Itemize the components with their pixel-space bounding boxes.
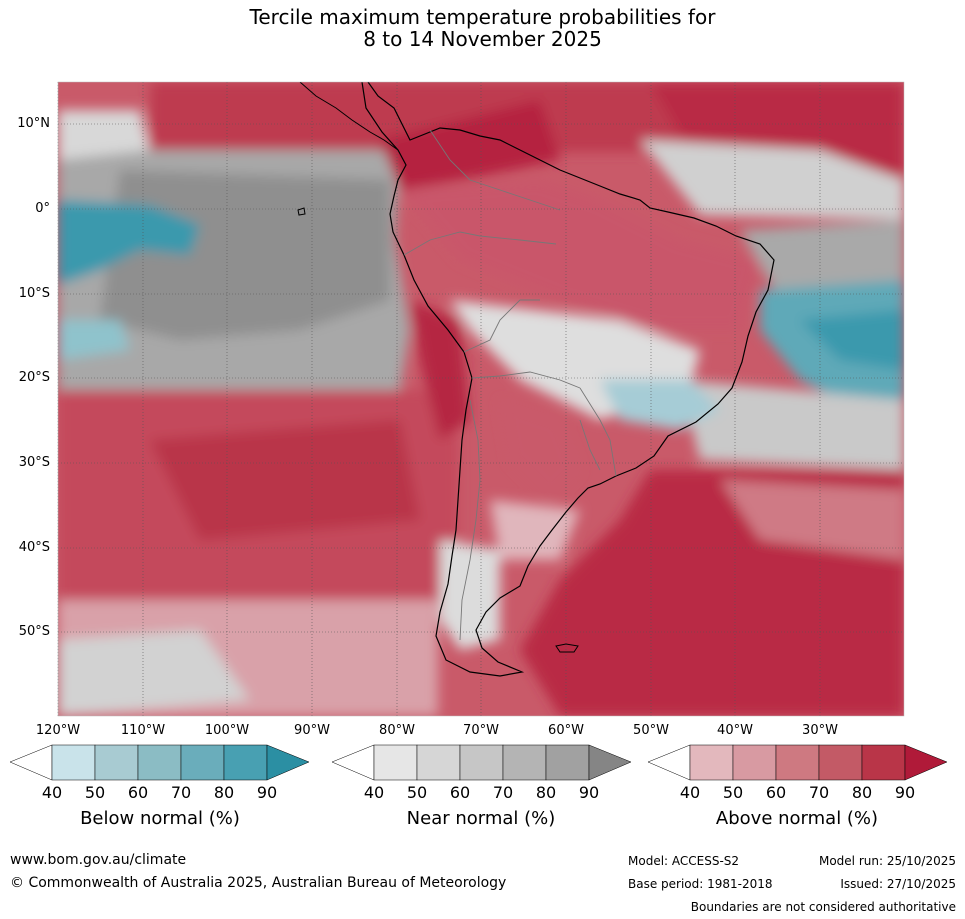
lon-label-30w: 30°W [802,723,838,738]
below-tick-90: 90 [256,783,278,802]
lon-label-60w: 60°W [548,723,584,738]
below-tick-50: 50 [84,783,106,802]
above-normal-legend-title: Above normal (%) [715,808,879,829]
above-tick-80: 80 [851,783,873,802]
footer-issued: Issued: 27/10/2025 [840,877,956,891]
map-title-line2: 8 to 14 November 2025 [363,27,602,51]
colorbar-near-normal [331,744,632,781]
footer-disclaimer: Boundaries are not considered authoritat… [690,900,956,914]
colorbar-below-seg-4 [180,744,225,781]
colorbar-near-seg-5 [545,744,590,781]
near-tick-50: 50 [406,783,428,802]
near-tick-40: 40 [363,783,385,802]
below-tick-70: 70 [170,783,192,802]
galapagos-islands [297,207,306,216]
below-tick-80: 80 [213,783,235,802]
colorbar-below-normal [9,744,310,781]
colorbar-near-seg-4 [502,744,547,781]
country-borders [403,129,617,641]
lat-label-10s: 10°S [18,286,50,301]
colorbar-near-min-triangle [331,744,375,781]
colorbar-above-seg-2 [732,744,777,781]
lat-label-20s: 20°S [18,370,50,385]
above-tick-50: 50 [722,783,744,802]
lon-label-90w: 90°W [294,723,330,738]
lat-label-30s: 30°S [18,455,50,470]
lon-label-80w: 80°W [379,723,415,738]
colorbar-near-seg-3 [459,744,504,781]
lon-label-120w: 120°W [35,723,81,738]
colorbar-above-normal [647,744,948,781]
lat-label-10n: 10°N [17,116,50,131]
above-tick-60: 60 [765,783,787,802]
above-tick-70: 70 [808,783,830,802]
colorbar-above-seg-4 [818,744,863,781]
colorbar-below-min-triangle [9,744,53,781]
near-normal-legend-title: Near normal (%) [406,808,556,829]
below-tick-40: 40 [41,783,63,802]
footer-copyright: © Commonwealth of Australia 2025, Austra… [10,875,507,891]
near-tick-80: 80 [535,783,557,802]
near-tick-60: 60 [449,783,471,802]
above-tick-40: 40 [679,783,701,802]
near-tick-70: 70 [492,783,514,802]
lat-label-50s: 50°S [18,624,50,639]
colorbar-above-max-triangle [904,744,948,781]
colorbar-near-seg-2 [416,744,461,781]
colorbar-above-seg-3 [775,744,820,781]
lon-label-50w: 50°W [633,723,669,738]
footer-website: www.bom.gov.au/climate [10,852,187,868]
colorbar-near-seg-1 [373,744,418,781]
colorbar-above-seg-1 [689,744,734,781]
south-america-coastline [361,82,775,677]
colorbar-below-seg-1 [51,744,96,781]
colorbar-near-max-triangle [588,744,632,781]
footer-model-run: Model run: 25/10/2025 [818,854,956,868]
colorbar-above-seg-5 [861,744,906,781]
colorbar-below-seg-3 [137,744,182,781]
map-title-line1: Tercile maximum temperature probabilitie… [249,5,716,29]
lon-label-40w: 40°W [717,723,753,738]
footer-model: Model: ACCESS-S2 [628,854,740,868]
falkland-islands [555,643,579,653]
below-normal-legend-title: Below normal (%) [80,808,240,829]
lon-label-100w: 100°W [204,723,250,738]
footer-base-period: Base period: 1981-2018 [628,877,773,891]
above-tick-90: 90 [894,783,916,802]
lat-label-0: 0° [35,201,50,216]
colorbar-above-min-triangle [647,744,691,781]
lon-label-110w: 110°W [120,723,166,738]
near-tick-90: 90 [578,783,600,802]
below-tick-60: 60 [127,783,149,802]
colorbar-below-max-triangle [266,744,310,781]
colorbar-below-seg-2 [94,744,139,781]
lat-label-40s: 40°S [18,540,50,555]
central-america-coastline [299,82,399,151]
colorbar-below-seg-5 [223,744,268,781]
graticule [57,82,904,716]
lon-label-70w: 70°W [463,723,499,738]
